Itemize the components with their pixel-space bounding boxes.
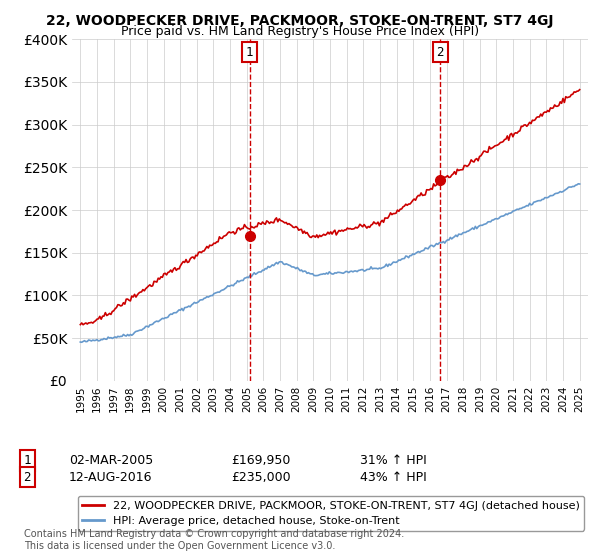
Text: 2: 2	[23, 470, 31, 484]
Text: 22, WOODPECKER DRIVE, PACKMOOR, STOKE-ON-TRENT, ST7 4GJ: 22, WOODPECKER DRIVE, PACKMOOR, STOKE-ON…	[46, 14, 554, 28]
Text: £235,000: £235,000	[231, 470, 290, 484]
Legend: 22, WOODPECKER DRIVE, PACKMOOR, STOKE-ON-TRENT, ST7 4GJ (detached house), HPI: A: 22, WOODPECKER DRIVE, PACKMOOR, STOKE-ON…	[77, 496, 584, 531]
Text: 1: 1	[23, 454, 31, 467]
Text: 02-MAR-2005: 02-MAR-2005	[69, 454, 153, 467]
Text: Price paid vs. HM Land Registry's House Price Index (HPI): Price paid vs. HM Land Registry's House …	[121, 25, 479, 38]
Text: 2: 2	[436, 45, 444, 58]
Text: 43% ↑ HPI: 43% ↑ HPI	[360, 470, 427, 484]
Text: £169,950: £169,950	[231, 454, 290, 467]
Text: 31% ↑ HPI: 31% ↑ HPI	[360, 454, 427, 467]
Text: 12-AUG-2016: 12-AUG-2016	[69, 470, 152, 484]
Text: 1: 1	[246, 45, 253, 58]
Text: Contains HM Land Registry data © Crown copyright and database right 2024.
This d: Contains HM Land Registry data © Crown c…	[24, 529, 404, 551]
